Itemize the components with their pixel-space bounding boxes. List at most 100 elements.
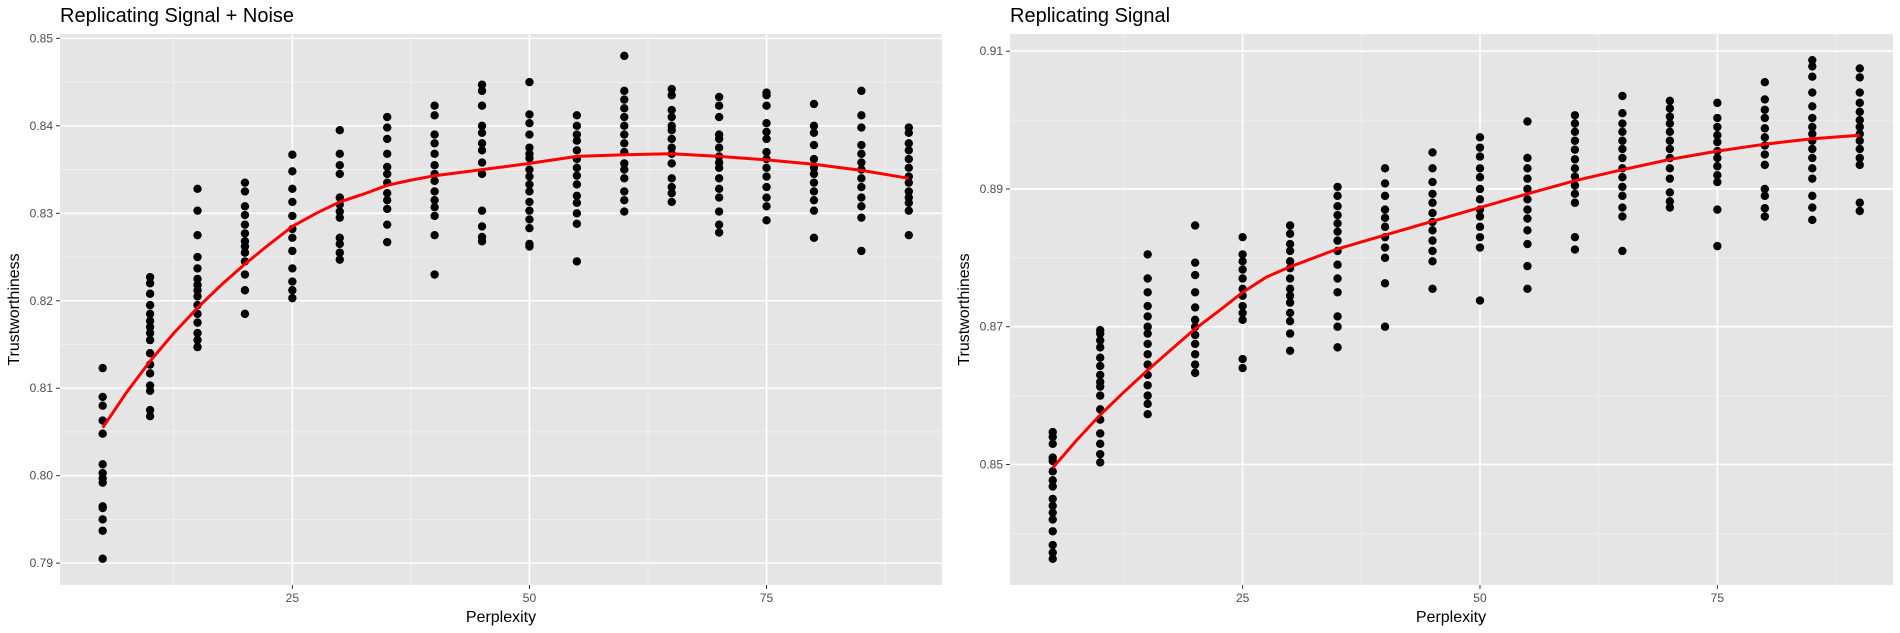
data-point: [1285, 239, 1295, 249]
data-point: [1523, 117, 1532, 126]
data-point: [288, 184, 297, 194]
data-point: [1713, 113, 1722, 123]
data-point: [1523, 174, 1532, 183]
x-tick-label: 25: [286, 591, 300, 605]
x-tick-label: 75: [1711, 591, 1725, 605]
data-point: [1808, 203, 1817, 212]
data-point: [1713, 170, 1722, 180]
data-point: [145, 300, 155, 310]
data-point: [1285, 284, 1295, 294]
data-point: [1238, 308, 1247, 318]
data-point: [1048, 432, 1057, 442]
data-point: [240, 242, 250, 251]
data-point: [525, 215, 534, 224]
data-point: [809, 99, 819, 109]
data-point: [1475, 222, 1485, 232]
data-point: [1713, 122, 1722, 132]
data-point: [1333, 227, 1342, 236]
data-point: [1523, 214, 1532, 223]
data-point: [1380, 322, 1390, 331]
data-point: [762, 172, 771, 181]
y-tick-label: 0.82: [30, 294, 54, 308]
data-point: [145, 316, 155, 326]
data-point: [1475, 164, 1485, 173]
data-point: [1095, 458, 1105, 467]
data-point: [762, 119, 771, 128]
data-point: [1285, 229, 1295, 238]
data-point: [430, 160, 439, 170]
data-point: [1143, 350, 1152, 359]
data-point: [382, 162, 392, 172]
data-point: [1570, 111, 1580, 120]
data-point: [145, 405, 155, 415]
x-tick-label: 50: [523, 591, 537, 605]
data-point: [1665, 203, 1675, 212]
data-point: [1665, 119, 1675, 128]
data-point: [1190, 368, 1200, 378]
data-point: [98, 401, 107, 410]
data-point: [1380, 191, 1390, 201]
data-point: [1428, 246, 1437, 256]
data-point: [1618, 212, 1627, 221]
trend-line: [101, 152, 910, 429]
data-point: [1570, 245, 1580, 254]
data-point: [1855, 73, 1864, 82]
data-point: [98, 478, 107, 487]
data-point: [620, 187, 629, 196]
data-point: [335, 169, 344, 179]
data-point: [1855, 115, 1864, 125]
data-point: [193, 286, 202, 295]
data-point: [382, 149, 392, 159]
data-point: [1190, 288, 1200, 297]
x-tick-label: 50: [1473, 591, 1487, 605]
data-point: [382, 195, 392, 205]
data-point: [1618, 203, 1627, 212]
data-point: [904, 187, 914, 196]
data-point: [98, 554, 107, 563]
data-point: [1333, 210, 1342, 220]
data-point: [714, 207, 724, 216]
data-point: [620, 139, 629, 148]
data-point: [1143, 288, 1152, 297]
data-point: [1238, 257, 1247, 266]
data-point: [1713, 205, 1722, 214]
data-point: [525, 242, 534, 251]
data-point: [1238, 354, 1247, 364]
data-point: [1475, 152, 1485, 161]
data-point: [714, 174, 724, 183]
data-point: [1428, 226, 1437, 235]
data-point: [620, 195, 629, 205]
data-point: [1855, 64, 1864, 73]
data-point: [1760, 160, 1770, 170]
data-point: [1570, 127, 1580, 137]
data-point: [809, 154, 819, 164]
data-point: [430, 149, 439, 159]
data-point: [809, 169, 819, 179]
data-point: [1618, 91, 1627, 101]
data-point: [1428, 208, 1437, 218]
data-point: [193, 274, 202, 284]
data-point: [288, 277, 297, 286]
data-point: [1570, 181, 1580, 190]
data-point: [145, 412, 155, 421]
data-point: [1333, 201, 1342, 211]
data-point: [857, 86, 866, 96]
y-tick-label: 0.83: [30, 206, 54, 220]
data-point: [1808, 191, 1817, 201]
data-point: [1713, 241, 1722, 251]
data-point: [430, 202, 439, 212]
data-point: [1808, 129, 1817, 139]
data-point: [572, 191, 582, 201]
data-point: [288, 197, 297, 207]
data-point: [1143, 322, 1152, 331]
data-point: [1713, 162, 1722, 171]
data-point: [1760, 105, 1770, 114]
data-point: [1238, 274, 1247, 283]
data-point: [1808, 88, 1817, 97]
y-tick-label: 0.79: [30, 556, 54, 570]
y-tick-label: 0.80: [30, 469, 54, 483]
data-point: [1095, 370, 1105, 380]
data-point: [667, 174, 676, 183]
data-point: [809, 128, 819, 138]
data-point: [98, 460, 107, 469]
